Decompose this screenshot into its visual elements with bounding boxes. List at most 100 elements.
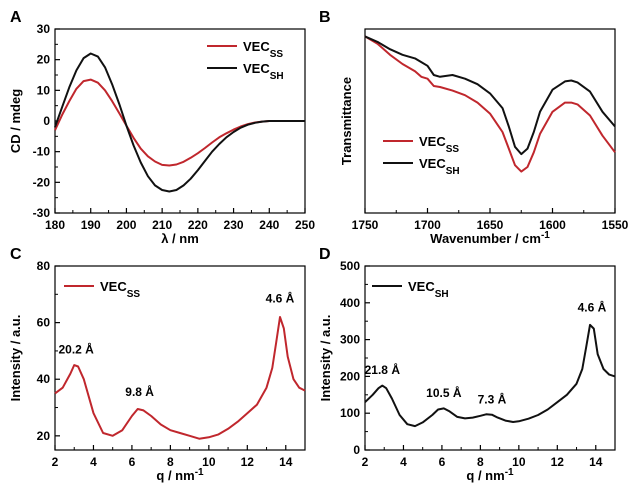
x-tick-label: 4: [90, 455, 97, 469]
y-tick-label: 200: [340, 369, 360, 383]
x-tick-label: 6: [439, 455, 446, 469]
x-tick-label: 10: [202, 455, 216, 469]
y-tick-label: -20: [33, 175, 51, 189]
legend: VECSS: [64, 279, 140, 300]
panel-letter-a: A: [10, 9, 22, 26]
plot-frame: [364, 28, 616, 214]
legend-label-subscript: SS: [446, 144, 460, 155]
peak-annotation: 20.2 Å: [58, 341, 94, 356]
panel-c: C 2 4 6 8 10 12 14 20 40 60 80 q / nm-1 Intensity / a…: [8, 246, 306, 484]
x-tick-label: 1550: [602, 218, 629, 232]
x-tick-label: 180: [45, 218, 65, 232]
y-tick-label: 40: [37, 372, 51, 386]
y-tick-label: 30: [37, 22, 51, 36]
x-axis: 2 4 6 8 10 12 14: [52, 445, 293, 469]
panel-letter-c: C: [10, 246, 22, 263]
legend-label-subscript: SH: [270, 71, 284, 82]
peak-annotation: 10.5 Å: [426, 385, 462, 400]
x-axis-label-superscript: -1: [505, 467, 514, 478]
legend-label-ss: VECSS: [419, 134, 459, 155]
x-axis-label: Wavenumber / cm-1: [430, 230, 550, 247]
x-tick-label: 6: [129, 455, 136, 469]
x-tick-label: 14: [279, 455, 293, 469]
x-axis: 2 4 6 8 10 12 14: [362, 445, 603, 469]
legend: VECSH: [372, 279, 449, 300]
legend-label-subscript: SH: [435, 289, 449, 300]
x-tick-label: 250: [295, 218, 315, 232]
x-axis-label-superscript: -1: [541, 230, 550, 241]
x-axis: 1750 1700 1650 1600 1550: [352, 208, 629, 232]
x-tick-label: 10: [512, 455, 526, 469]
x-axis-label: q / nm-1: [466, 467, 514, 484]
panel-b: B 1750 1700 1650 1600 1550 Wavenumber / cm-1 Tr…: [319, 9, 629, 246]
y-tick-label: 100: [340, 406, 360, 420]
x-tick-label: 4: [400, 455, 407, 469]
legend-label-ss: VECSS: [243, 39, 283, 60]
peak-annotation: 4.6 Å: [578, 300, 607, 315]
peak-annotation: 9.8 Å: [125, 384, 154, 399]
x-tick-label: 240: [259, 218, 279, 232]
y-axis: -30 -20 -10 0 10 20 30: [33, 22, 60, 220]
panel-a: A 180 190 200 210 220 230 240 250 -30 -20 -10 0 10 20 3…: [8, 9, 315, 246]
legend-label-ss: VECSS: [100, 279, 140, 300]
y-tick-label: 10: [37, 83, 51, 97]
x-tick-label: 230: [224, 218, 244, 232]
x-tick-label: 1700: [414, 218, 441, 232]
x-tick-label: 8: [477, 455, 484, 469]
legend-label-sh: VECSH: [243, 61, 284, 82]
panel-d: D 2 4 6 8 10 12 14 0 100 200 300 400 500 q / nm-1 Inten…: [318, 246, 616, 484]
y-axis: 0 100 200 300 400 500: [340, 259, 370, 457]
y-tick-label: 20: [37, 429, 51, 443]
y-tick-label: 500: [340, 259, 360, 273]
series-line-sh: [54, 52, 305, 193]
legend-label-subscript: SS: [127, 289, 141, 300]
y-axis-label: Intensity / a.u.: [8, 315, 23, 402]
plot-frame: [364, 265, 616, 451]
x-tick-label: 1750: [352, 218, 379, 232]
y-axis: 20 40 60 80: [37, 259, 60, 443]
y-tick-label: 0: [43, 114, 50, 128]
x-tick-label: 2: [362, 455, 369, 469]
x-tick-label: 200: [116, 218, 136, 232]
x-tick-label: 12: [551, 455, 565, 469]
x-tick-label: 220: [188, 218, 208, 232]
x-tick-label: 190: [81, 218, 101, 232]
legend-label-sh: VECSH: [419, 156, 460, 177]
y-axis-label: CD / mdeg: [8, 89, 23, 153]
y-axis-label: Transmittance: [339, 77, 354, 165]
panel-letter-d: D: [319, 246, 331, 263]
series-line-sh: [364, 35, 616, 156]
x-tick-label: 1600: [539, 218, 566, 232]
panel-letter-b: B: [319, 9, 331, 26]
y-tick-label: 300: [340, 333, 360, 347]
series-line-sh: [364, 323, 616, 428]
x-axis-label: q / nm-1: [156, 467, 204, 484]
y-tick-label: 20: [37, 53, 51, 67]
peak-annotation: 4.6 Å: [266, 290, 295, 305]
series-line-ss: [364, 35, 616, 173]
y-axis-label: Intensity / a.u.: [318, 315, 333, 402]
x-tick-label: 2: [52, 455, 59, 469]
legend-label-subscript: SS: [270, 49, 284, 60]
y-tick-label: 0: [353, 443, 360, 457]
series-line-ss: [54, 316, 306, 440]
x-tick-label: 1650: [477, 218, 504, 232]
series-line-ss: [54, 78, 305, 167]
x-tick-label: 12: [241, 455, 255, 469]
y-tick-label: -30: [33, 206, 51, 220]
legend-label-sh: VECSH: [408, 279, 449, 300]
peak-annotation: 21.8 Å: [365, 362, 401, 377]
peak-annotation: 7.3 Å: [478, 392, 507, 407]
x-tick-label: 14: [589, 455, 603, 469]
x-axis: 180 190 200 210 220 230 240 250: [45, 208, 315, 232]
y-tick-label: 60: [37, 316, 51, 330]
y-tick-label: 80: [37, 259, 51, 273]
plot-frame: [54, 265, 306, 451]
x-tick-label: 8: [167, 455, 174, 469]
x-tick-label: 210: [152, 218, 172, 232]
legend-label-subscript: SH: [446, 166, 460, 177]
x-axis-label-superscript: -1: [195, 467, 204, 478]
